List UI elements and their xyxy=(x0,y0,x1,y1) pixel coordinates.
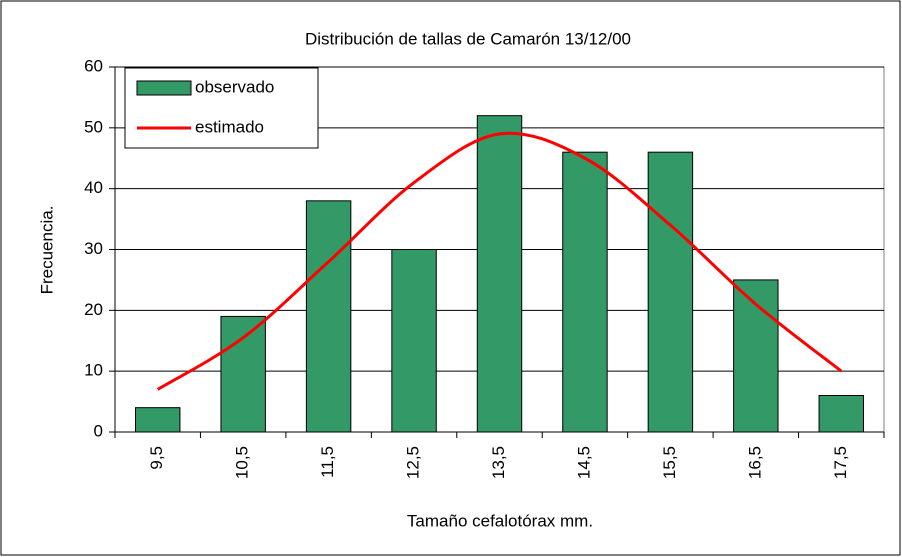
bar xyxy=(818,395,864,433)
y-tick-label: 30 xyxy=(84,239,103,258)
x-tick-label: 13,5 xyxy=(489,446,508,479)
bar xyxy=(647,151,694,433)
x-tick-label: 14,5 xyxy=(574,446,593,479)
legend-label: observado xyxy=(195,77,274,96)
x-tick-label: 10,5 xyxy=(233,446,252,479)
x-tick-label: 12,5 xyxy=(404,446,423,479)
x-tick-label: 11,5 xyxy=(318,446,337,478)
y-axis-title: Frecuencia. xyxy=(37,206,56,295)
chart-title: Distribución de tallas de Camarón 13/12/… xyxy=(305,29,631,48)
bar xyxy=(391,249,437,433)
y-tick-label: 40 xyxy=(84,178,103,197)
bar xyxy=(562,151,608,433)
legend-swatch xyxy=(136,80,192,96)
bar xyxy=(476,115,523,433)
y-tick-label: 20 xyxy=(84,300,103,319)
y-tick-label: 0 xyxy=(94,421,103,440)
x-tick-label: 15,5 xyxy=(660,446,679,479)
x-tick-label: 9,5 xyxy=(147,446,166,470)
y-tick-label: 10 xyxy=(84,361,103,380)
x-tick-label: 17,5 xyxy=(831,446,850,479)
legend-label: estimado xyxy=(195,117,264,136)
bar xyxy=(305,200,352,433)
line xyxy=(156,131,843,391)
y-tick-label: 50 xyxy=(84,117,103,136)
x-tick-label: 16,5 xyxy=(745,446,764,479)
y-tick-label: 60 xyxy=(84,56,103,75)
bar xyxy=(220,315,266,433)
x-axis-title: Tamaño cefalotórax mm. xyxy=(407,511,593,530)
bar xyxy=(733,279,779,433)
bar xyxy=(135,407,181,433)
